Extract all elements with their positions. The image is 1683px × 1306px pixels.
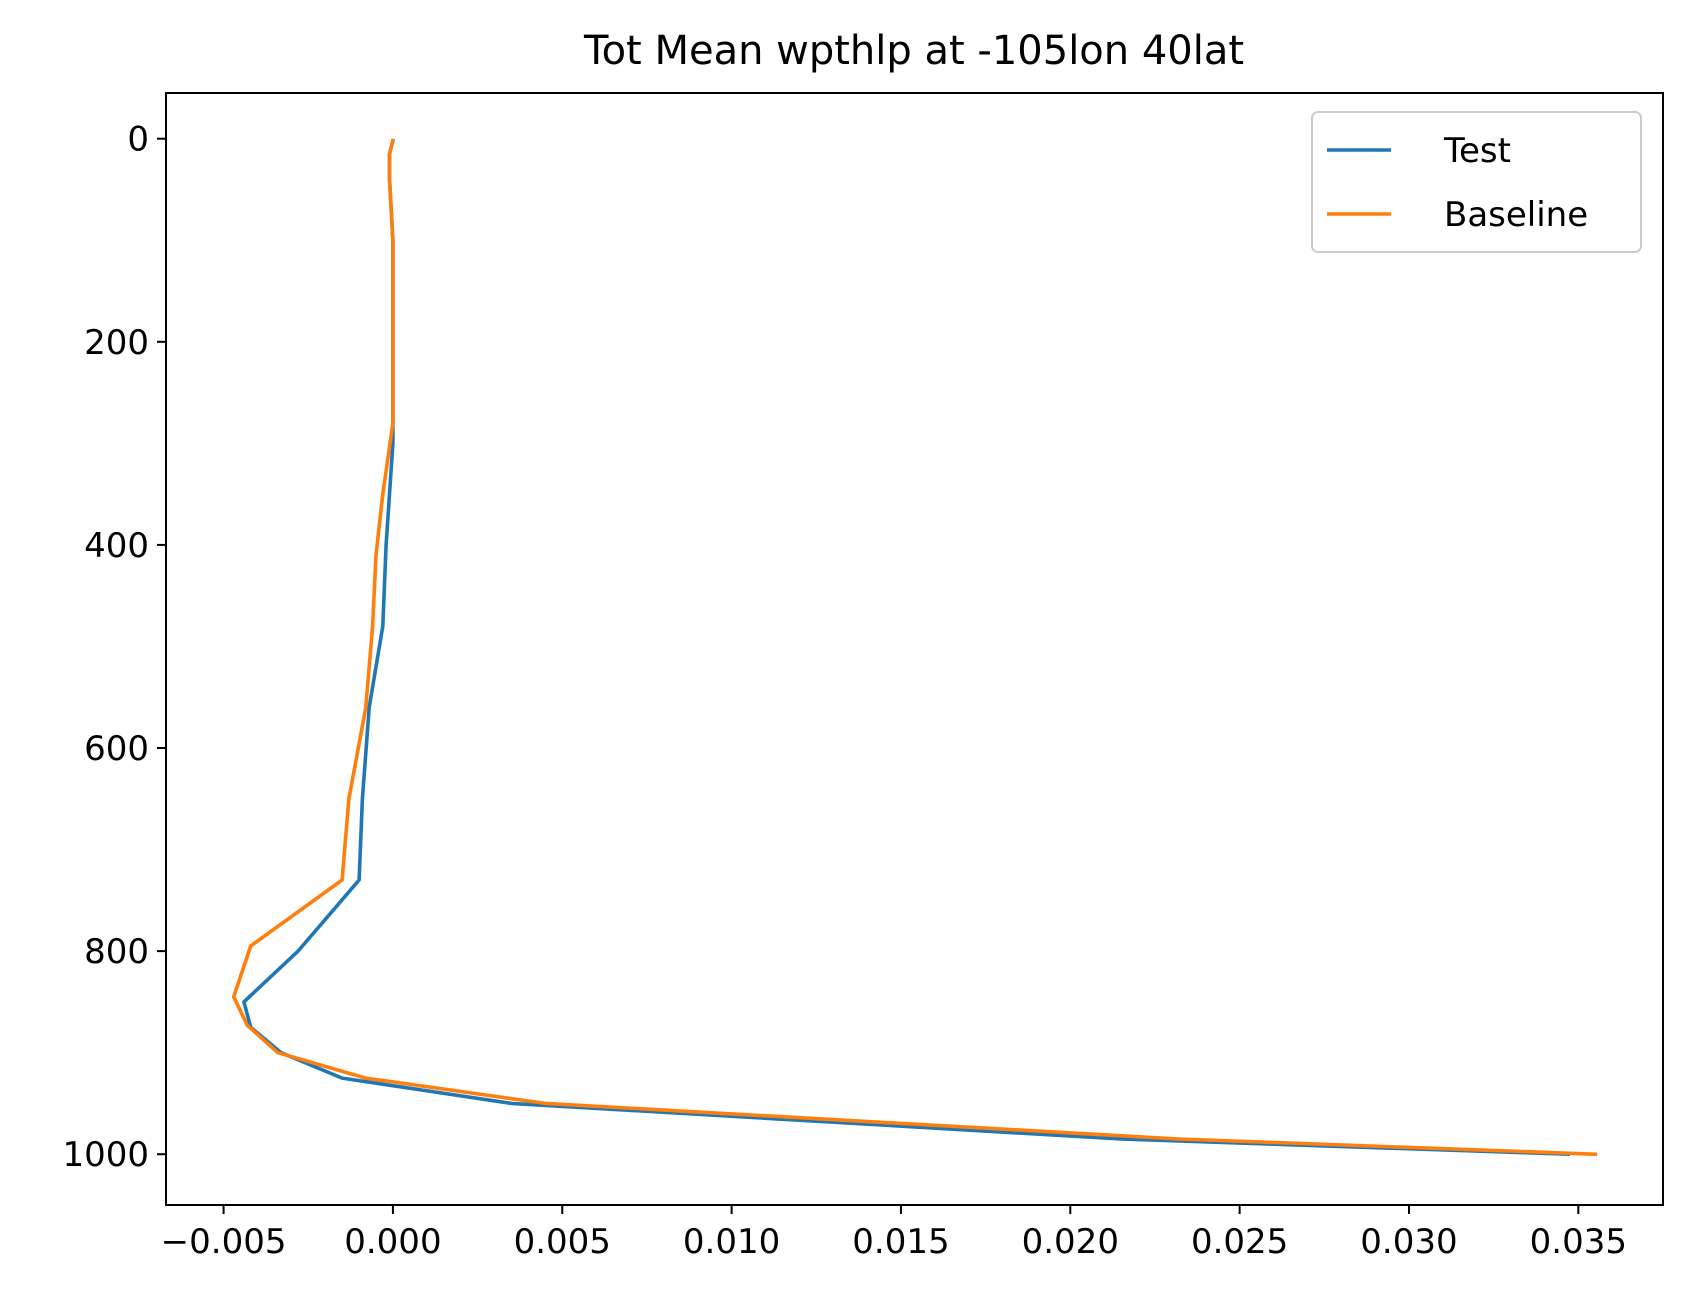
chart-title: Tot Mean wpthlp at -105lon 40lat [583,28,1244,74]
y-tick-label: 200 [84,323,149,363]
y-tick-label: 1000 [62,1135,149,1175]
x-tick-label: 0.000 [344,1222,441,1262]
x-tick-label: 0.005 [514,1222,611,1262]
x-tick-label: 0.010 [683,1222,780,1262]
x-tick-label: 0.020 [1022,1222,1119,1262]
axes: −0.005 0.000 0.005 0.010 0.015 0.020 0.025 0.03… [62,92,1664,1262]
y-tick-label: 800 [84,932,149,972]
legend: Test Baseline [1311,111,1642,253]
legend-label-baseline: Baseline [1444,195,1588,235]
legend-label-test: Test [1443,131,1511,171]
y-tick-label: 600 [84,729,149,769]
x-tick-label: 0.030 [1360,1222,1457,1262]
x-tick-label: 0.025 [1191,1222,1288,1262]
series-line-baseline [231,138,1598,1157]
y-tick-label: 400 [84,526,149,566]
y-tick-label: 0 [127,120,149,160]
x-tick-label: 0.015 [852,1222,949,1262]
legend-box [1311,111,1642,253]
x-tick-label: 0.035 [1530,1222,1627,1262]
x-tick-label: −0.005 [161,1222,287,1262]
axes-frame [165,92,1664,1206]
plot-area [231,138,1598,1157]
